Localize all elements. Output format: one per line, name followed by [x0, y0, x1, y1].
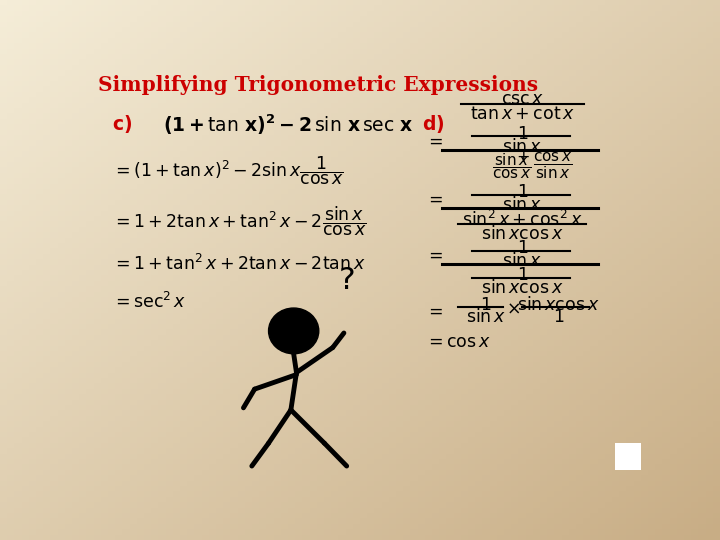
Text: Simplifying Trigonometric Expressions: Simplifying Trigonometric Expressions — [99, 75, 539, 95]
Text: $?$: $?$ — [338, 266, 355, 295]
Text: $\dfrac{\sin x}{\cos x}$: $\dfrac{\sin x}{\cos x}$ — [492, 151, 531, 181]
Text: $1$: $1$ — [517, 183, 528, 201]
Text: $1$: $1$ — [480, 295, 492, 314]
Text: $= (1+\tan x)^2 - 2\sin x \dfrac{1}{\cos x}$: $= (1+\tan x)^2 - 2\sin x \dfrac{1}{\cos… — [112, 154, 344, 187]
Ellipse shape — [269, 308, 319, 354]
Text: $= 1 + \tan^2 x + 2\tan x - 2\tan x$: $= 1 + \tan^2 x + 2\tan x - 2\tan x$ — [112, 254, 366, 274]
Text: $\mathrm{csc}\,x$: $\mathrm{csc}\,x$ — [500, 90, 544, 108]
Text: $\times$: $\times$ — [505, 300, 520, 318]
Text: $1$: $1$ — [553, 308, 564, 326]
Text: $\dfrac{\cos x}{\sin x}$: $\dfrac{\cos x}{\sin x}$ — [534, 151, 573, 181]
Text: $\sin^2 x + \cos^2 x$: $\sin^2 x + \cos^2 x$ — [462, 210, 582, 231]
Text: $\mathbf{c)}$: $\mathbf{c)}$ — [112, 113, 132, 134]
Text: $=$: $=$ — [425, 190, 443, 207]
Text: $\mathbf{(1 + \tan\,x)^2 - 2\,\sin\,x\,\sec\,x}$: $\mathbf{(1 + \tan\,x)^2 - 2\,\sin\,x\,\… — [163, 113, 413, 137]
Text: $+$: $+$ — [516, 150, 529, 165]
Text: $\mathbf{d)}$: $\mathbf{d)}$ — [422, 113, 444, 134]
Text: $=$: $=$ — [425, 246, 443, 264]
Text: $= \cos x$: $= \cos x$ — [425, 333, 490, 351]
Text: $=$: $=$ — [425, 302, 443, 320]
Text: $\tan x + \cot x$: $\tan x + \cot x$ — [470, 105, 575, 123]
Text: $1$: $1$ — [517, 266, 528, 285]
Text: $\sin x\cos x$: $\sin x\cos x$ — [481, 279, 564, 297]
Text: $\sin x$: $\sin x$ — [503, 196, 542, 214]
Text: $\sin x\cos x$: $\sin x\cos x$ — [518, 295, 600, 314]
Text: $1$: $1$ — [517, 125, 528, 143]
Text: $\sin x$: $\sin x$ — [466, 308, 506, 326]
Text: $= \sec^2 x$: $= \sec^2 x$ — [112, 292, 186, 312]
Text: $\sin x\cos x$: $\sin x\cos x$ — [481, 225, 564, 243]
Bar — [615, 443, 642, 470]
Text: $= 1 + 2\tan x + \tan^2 x - 2\dfrac{\sin x}{\cos x}$: $= 1 + 2\tan x + \tan^2 x - 2\dfrac{\sin… — [112, 204, 366, 238]
Text: $1$: $1$ — [517, 239, 528, 258]
Text: $\sin x$: $\sin x$ — [503, 252, 542, 270]
Text: $=$: $=$ — [425, 131, 443, 150]
Text: $\sin x$: $\sin x$ — [503, 138, 542, 156]
